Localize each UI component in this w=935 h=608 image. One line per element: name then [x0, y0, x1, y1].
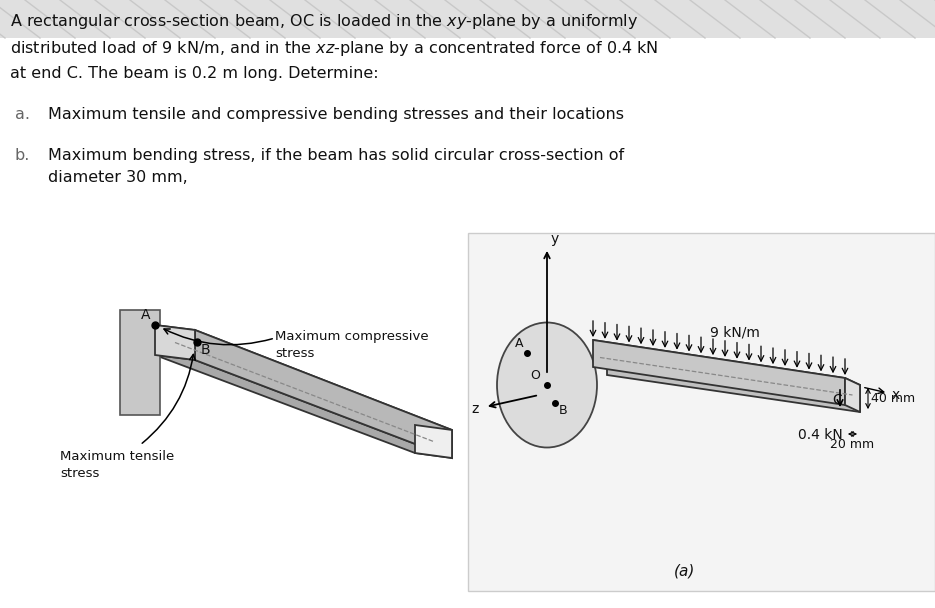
Text: 0.4 kN: 0.4 kN: [798, 428, 842, 442]
Bar: [120, 310, 160, 415]
Text: (a): (a): [674, 563, 696, 578]
Text: C: C: [832, 393, 842, 407]
Polygon shape: [155, 325, 195, 360]
Text: O: O: [530, 369, 540, 382]
Ellipse shape: [497, 322, 597, 447]
Text: 20 mm: 20 mm: [830, 438, 874, 451]
Text: 40 mm: 40 mm: [871, 392, 915, 405]
Polygon shape: [155, 355, 452, 458]
Text: Maximum tensile
stress: Maximum tensile stress: [60, 450, 174, 480]
Text: B: B: [559, 404, 568, 417]
Text: b.: b.: [15, 148, 30, 163]
Polygon shape: [415, 425, 452, 458]
Text: A rectangular cross-section beam, OC is loaded in the $xy$-plane by a uniformly
: A rectangular cross-section beam, OC is …: [10, 12, 658, 81]
Text: Maximum bending stress, if the beam has solid circular cross-section of
diameter: Maximum bending stress, if the beam has …: [48, 148, 625, 185]
Text: z: z: [471, 402, 479, 416]
Bar: [468, 233, 935, 591]
Polygon shape: [845, 378, 860, 412]
Polygon shape: [593, 340, 845, 405]
Polygon shape: [195, 330, 452, 458]
Polygon shape: [155, 325, 452, 430]
Polygon shape: [593, 340, 860, 385]
Text: y: y: [551, 232, 559, 246]
Text: Maximum tensile and compressive bending stresses and their locations: Maximum tensile and compressive bending …: [48, 107, 624, 122]
Text: 9 kN/m: 9 kN/m: [710, 326, 760, 340]
Polygon shape: [607, 348, 860, 412]
Text: A: A: [140, 308, 150, 322]
Text: B: B: [201, 343, 210, 357]
Text: x: x: [892, 388, 900, 402]
Text: a.: a.: [15, 107, 30, 122]
Text: Maximum compressive
stress: Maximum compressive stress: [275, 330, 428, 360]
Bar: [0, 0, 935, 38]
Text: A: A: [514, 337, 523, 350]
